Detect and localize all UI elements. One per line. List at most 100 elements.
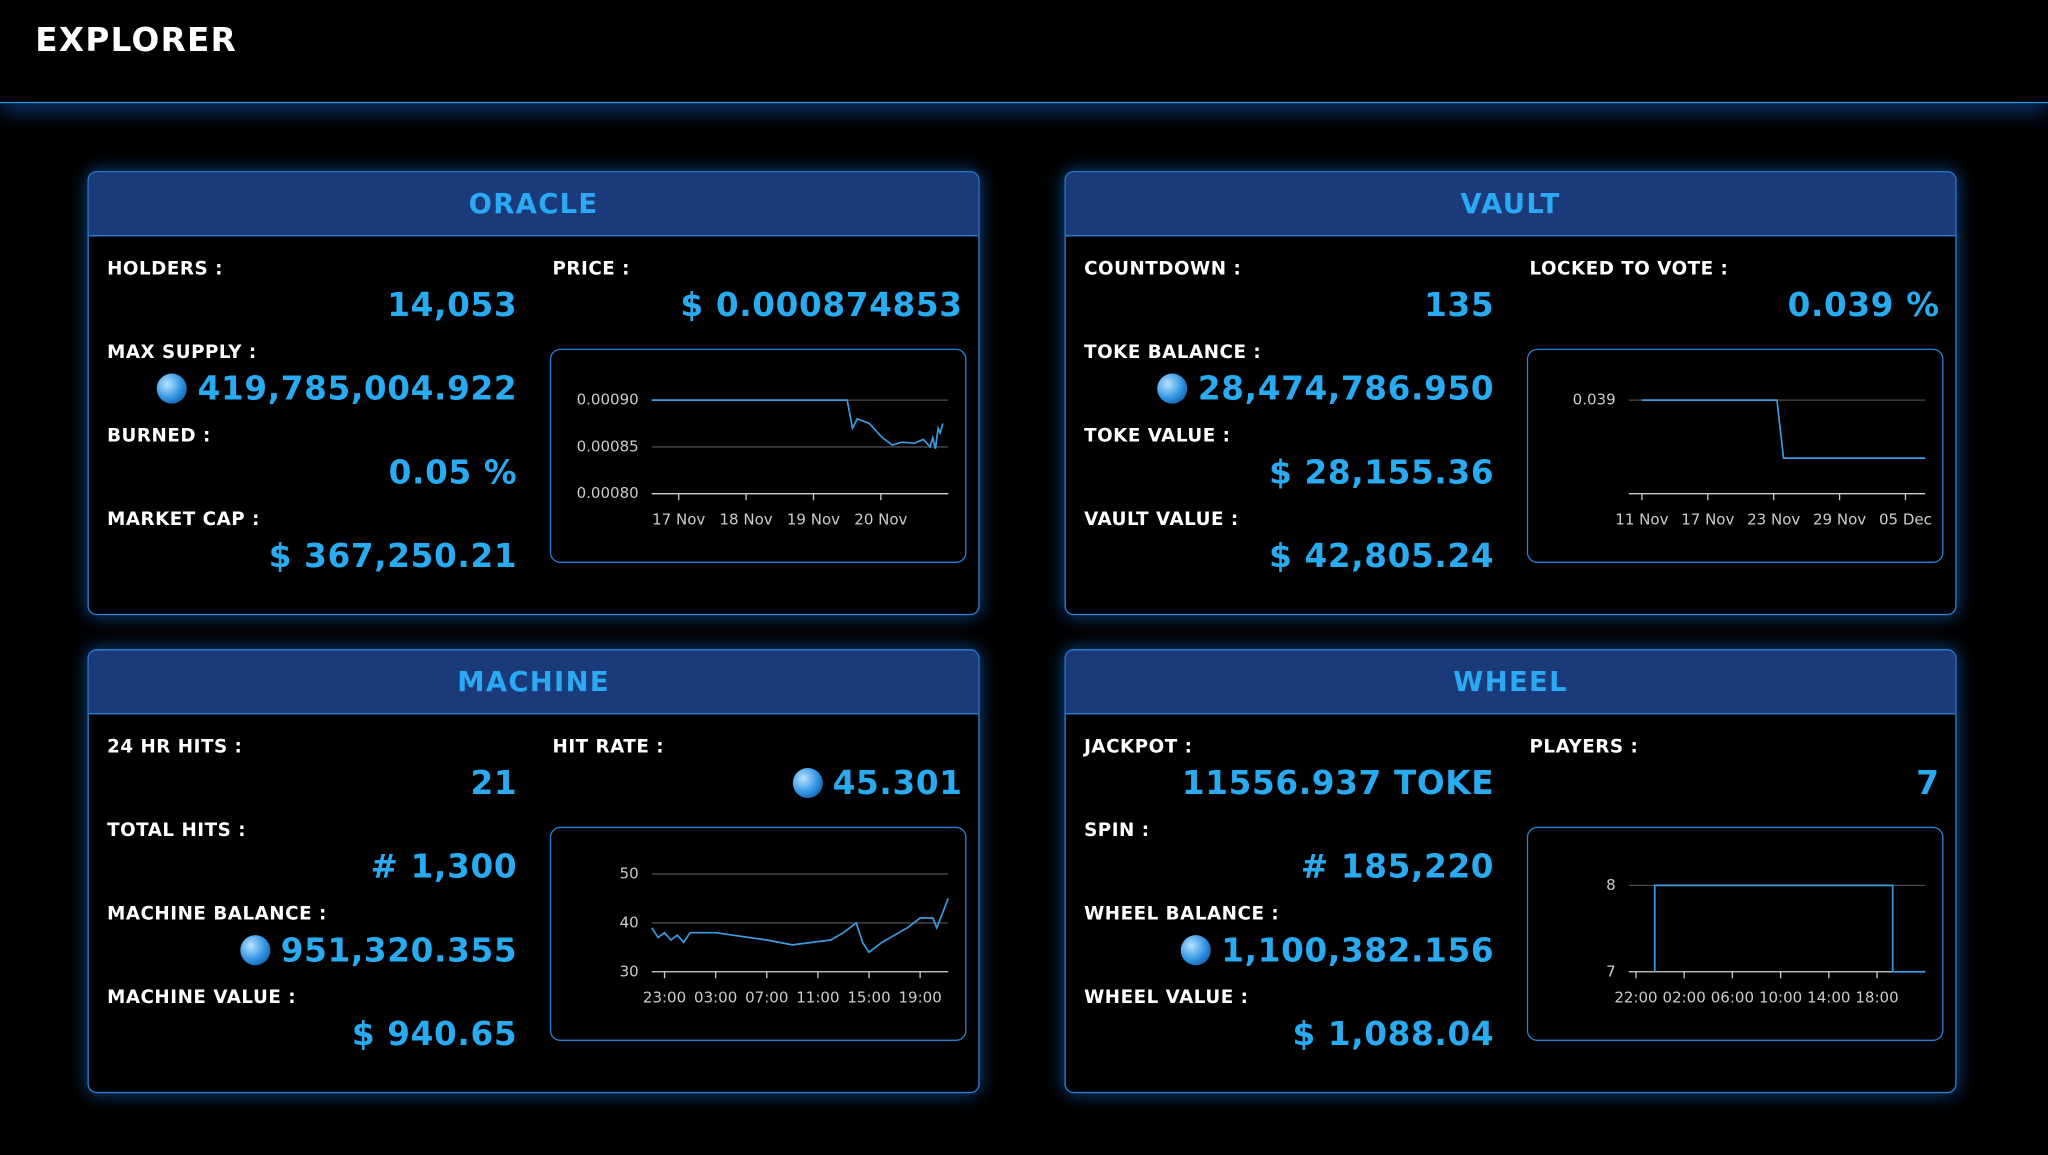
stat-label: MACHINE VALUE : xyxy=(107,987,297,1009)
line-series xyxy=(651,898,950,954)
chart-box: 30 40 50 23:00 03:00 07:00 11:00 15:00 19:00 xyxy=(549,826,967,1041)
stat: TOTAL HITS : # 1,300 xyxy=(107,818,517,891)
stat: WHEEL BALANCE : 1,100,382.156 xyxy=(1084,901,1494,974)
x-tick-label: 07:00 xyxy=(745,988,788,1006)
stat-value: $ 367,250.21 xyxy=(268,536,518,575)
stat-value: 135 xyxy=(1424,286,1495,324)
top-bar: EXPLORER xyxy=(0,0,2048,104)
chart: 0.039 11 Nov 17 Nov 23 Nov 29 Nov 05 Dec xyxy=(1573,391,1932,529)
x-tick-label: 22:00 xyxy=(1614,988,1657,1006)
x-tick-label: 03:00 xyxy=(694,988,737,1006)
stat: COUNTDOWN : 135 xyxy=(1084,256,1494,329)
panel: WHEEL JACKPOT : 11556.937 TOKE SPIN : # 185,… xyxy=(1064,649,1957,1094)
stat-value: 419,785,004.922 xyxy=(197,369,518,408)
stat: VAULT VALUE : $ 42,805.24 xyxy=(1084,507,1494,580)
y-tick-label: 0.00080 xyxy=(577,484,639,502)
stat-value: # 1,300 xyxy=(370,847,518,886)
stat-value: $ 940.65 xyxy=(351,1014,518,1053)
x-tick-label: 19:00 xyxy=(898,988,941,1006)
line-series xyxy=(1653,884,1926,973)
x-tick-label: 10:00 xyxy=(1759,988,1802,1006)
stat-value: 951,320.355 xyxy=(280,931,518,970)
stat-value-row: # 1,300 xyxy=(107,844,517,891)
stat-value-row: 419,785,004.922 xyxy=(107,366,517,413)
stat: 24 HR HITS : 21 xyxy=(107,734,517,807)
panel-title: WHEEL xyxy=(1065,650,1956,715)
x-tick-label: 20 Nov xyxy=(854,510,907,528)
x-tick-label: 18 Nov xyxy=(719,510,772,528)
stat-label: WHEEL BALANCE : xyxy=(1084,903,1280,925)
stat: HIT RATE : 45.301 xyxy=(552,734,962,807)
stat-value-row: 0.039 % xyxy=(1529,282,1939,329)
chart-box: 0.00080 0.00085 0.00090 17 Nov 18 Nov 19 Nov 2… xyxy=(549,348,967,563)
chart-box: 0.039 11 Nov 17 Nov 23 Nov 29 Nov 05 Dec xyxy=(1526,348,1944,563)
stat-value: 7 xyxy=(1916,764,1940,802)
panel: VAULT COUNTDOWN : 135 TOKE BALANCE : 28,474,… xyxy=(1064,171,1957,616)
stat: HOLDERS : 14,053 xyxy=(107,256,517,329)
stat-label: TOKE VALUE : xyxy=(1084,425,1231,447)
x-tick-label: 15:00 xyxy=(847,988,890,1006)
stat-value: $ 28,155.36 xyxy=(1269,453,1495,492)
stat-value-row: $ 0.000874853 xyxy=(552,282,962,329)
stat-value-row: $ 28,155.36 xyxy=(1084,449,1494,496)
stat-value: $ 1,088.04 xyxy=(1292,1014,1495,1053)
token-icon xyxy=(240,935,271,966)
x-tick-label: 06:00 xyxy=(1711,988,1754,1006)
stat-label: JACKPOT : xyxy=(1084,736,1193,758)
stat-value: 0.039 % xyxy=(1787,286,1940,324)
x-tick-label: 18:00 xyxy=(1855,988,1898,1006)
y-tick-label: 0.039 xyxy=(1573,391,1616,409)
panel: MACHINE 24 HR HITS : 21 TOTAL HITS : # 1,300… xyxy=(87,649,980,1094)
stat: MACHINE BALANCE : 951,320.355 xyxy=(107,901,517,974)
stat-value: 1,100,382.156 xyxy=(1221,931,1495,970)
stat: SPIN : # 185,220 xyxy=(1084,818,1494,891)
stat-value: 45.301 xyxy=(832,764,963,802)
stat: BURNED : 0.05 % xyxy=(107,423,517,496)
y-tick-label: 50 xyxy=(620,865,639,883)
stat-value-row: $ 1,088.04 xyxy=(1084,1011,1494,1058)
stat-label: WHEEL VALUE : xyxy=(1084,987,1249,1009)
line-series xyxy=(1641,399,1926,459)
stat-label: PLAYERS : xyxy=(1529,736,1639,758)
stat: JACKPOT : 11556.937 TOKE xyxy=(1084,734,1494,807)
stat: MACHINE VALUE : $ 940.65 xyxy=(107,985,517,1058)
stat-label: TOTAL HITS : xyxy=(107,820,247,842)
stat-value-row: 21 xyxy=(107,760,517,807)
panel-title: VAULT xyxy=(1065,172,1956,237)
y-tick-label: 8 xyxy=(1606,876,1616,894)
stat-value: 14,053 xyxy=(387,286,518,324)
stat-value: 11556.937 TOKE xyxy=(1181,764,1495,802)
token-icon xyxy=(157,373,188,404)
stat-label: COUNTDOWN : xyxy=(1084,258,1242,280)
stat-label: HOLDERS : xyxy=(107,258,223,280)
stat-label: 24 HR HITS : xyxy=(107,736,243,758)
stat: WHEEL VALUE : $ 1,088.04 xyxy=(1084,985,1494,1058)
x-tick-label: 17 Nov xyxy=(652,510,705,528)
line-series xyxy=(651,399,944,449)
stat-value: # 185,220 xyxy=(1300,847,1495,886)
token-icon xyxy=(1180,935,1211,966)
x-tick-label: 29 Nov xyxy=(1813,510,1866,528)
stat-value: 0.05 % xyxy=(388,453,518,492)
stat-label: MAX SUPPLY : xyxy=(107,342,257,364)
x-tick-label: 02:00 xyxy=(1663,988,1706,1006)
stat-value-row: 11556.937 TOKE xyxy=(1084,760,1494,807)
stat-value-row: 45.301 xyxy=(552,760,962,807)
panel: ORACLE HOLDERS : 14,053 MAX SUPPLY : 419,785… xyxy=(87,171,980,616)
stat: PLAYERS : 7 xyxy=(1529,734,1939,807)
stat-value: $ 0.000874853 xyxy=(680,286,963,324)
stat-value-row: 28,474,786.950 xyxy=(1084,366,1494,413)
stat: TOKE BALANCE : 28,474,786.950 xyxy=(1084,340,1494,413)
x-tick-label: 23:00 xyxy=(643,988,686,1006)
stat-label: BURNED : xyxy=(107,425,211,447)
stat-value: 28,474,786.950 xyxy=(1197,369,1495,408)
x-tick-label: 14:00 xyxy=(1807,988,1850,1006)
stat-value-row: $ 42,805.24 xyxy=(1084,533,1494,580)
stat-label: MACHINE BALANCE : xyxy=(107,903,327,925)
stat: LOCKED TO VOTE : 0.039 % xyxy=(1529,256,1939,329)
stat-value-row: 0.05 % xyxy=(107,449,517,496)
stat-label: LOCKED TO VOTE : xyxy=(1529,258,1729,280)
stat-value-row: $ 367,250.21 xyxy=(107,533,517,580)
x-tick-label: 23 Nov xyxy=(1747,510,1800,528)
